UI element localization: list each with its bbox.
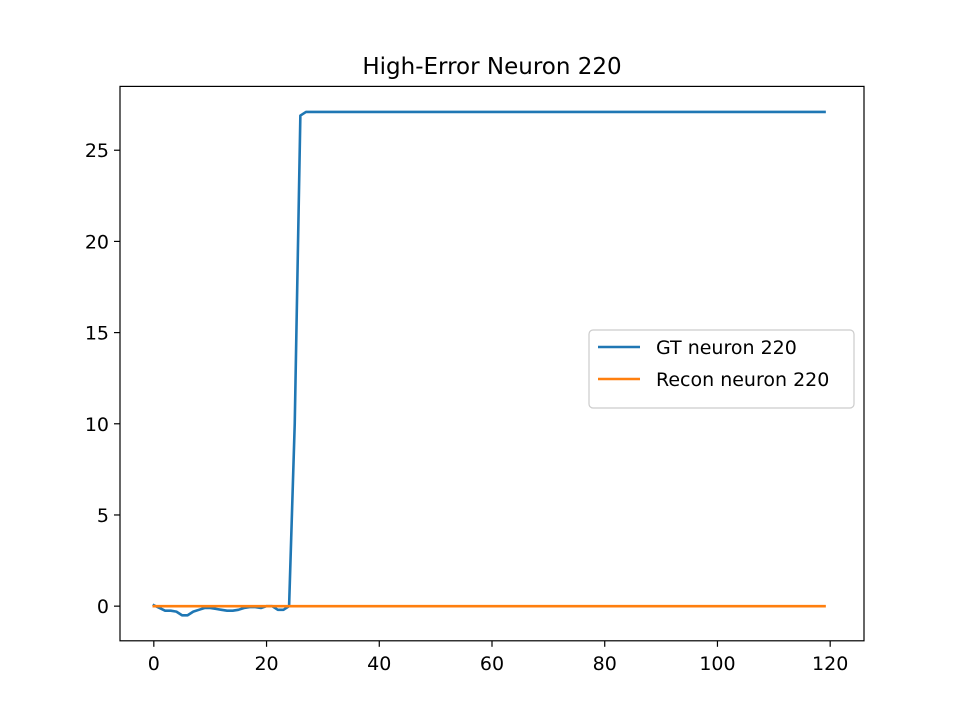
series-line-1 [152, 110, 826, 617]
chart-title: High-Error Neuron 220 [362, 54, 621, 80]
x-tick-label: 40 [367, 653, 391, 675]
legend-label-2: Recon neuron 220 [656, 369, 829, 391]
y-tick-label: 5 [97, 505, 109, 527]
legend-label-1: GT neuron 220 [656, 337, 797, 359]
legend: GT neuron 220 Recon neuron 220 [588, 329, 855, 409]
series-layer [152, 110, 826, 617]
y-tick-label: 10 [85, 414, 109, 436]
legend-box [588, 329, 855, 409]
y-tick-label: 15 [85, 323, 109, 345]
y-axis: 0 5 10 15 20 25 [85, 140, 120, 618]
x-axis: 0 20 40 60 80 100 120 [148, 640, 848, 675]
y-tick-label: 0 [97, 596, 109, 618]
x-tick-label: 80 [593, 653, 617, 675]
y-tick-label: 20 [85, 231, 109, 253]
x-tick-label: 100 [699, 653, 735, 675]
x-tick-label: 60 [480, 653, 504, 675]
x-tick-label: 120 [812, 653, 848, 675]
x-tick-label: 0 [148, 653, 160, 675]
x-tick-label: 20 [254, 653, 278, 675]
y-tick-label: 25 [85, 140, 109, 162]
